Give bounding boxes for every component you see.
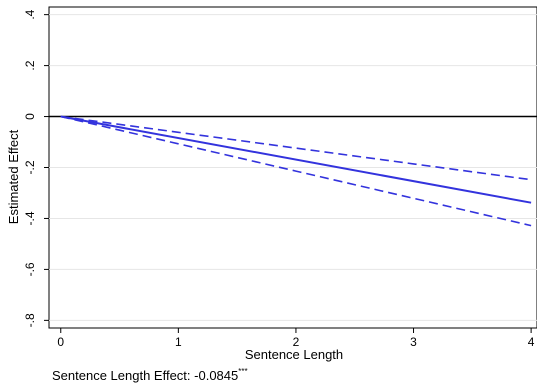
x-tick-label: 2 <box>293 335 300 349</box>
y-axis-ticks: .4 .2 0 -.2 -.4 -.6 -.8 <box>23 9 49 327</box>
footnote-text: Sentence Length Effect: -0.0845 <box>52 368 238 383</box>
series-estimate-line <box>60 115 532 204</box>
series-upper-ci-line <box>60 115 532 181</box>
y-tick-label: -.8 <box>23 313 37 327</box>
footnote-significance: *** <box>238 367 247 376</box>
series-lower-ci-line <box>60 115 532 227</box>
y-tick-label: -.4 <box>23 211 37 225</box>
x-tick-label: 1 <box>175 335 182 349</box>
x-axis-ticks: 0 1 2 3 4 <box>57 328 535 349</box>
x-tick-label: 3 <box>410 335 417 349</box>
y-tick-label: 0 <box>23 113 37 120</box>
y-tick-label: .4 <box>23 9 37 19</box>
y-tick-label: .2 <box>23 60 37 70</box>
y-tick-label: -.2 <box>23 160 37 174</box>
series-layer <box>60 115 532 227</box>
gridlines <box>49 14 537 321</box>
footnote: Sentence Length Effect: -0.0845*** <box>52 367 248 383</box>
x-axis-title: Sentence Length <box>245 347 343 362</box>
y-axis-title: Estimated Effect <box>6 129 21 224</box>
x-tick-label: 0 <box>57 335 64 349</box>
y-tick-label: -.6 <box>23 262 37 276</box>
x-tick-label: 4 <box>528 335 535 349</box>
